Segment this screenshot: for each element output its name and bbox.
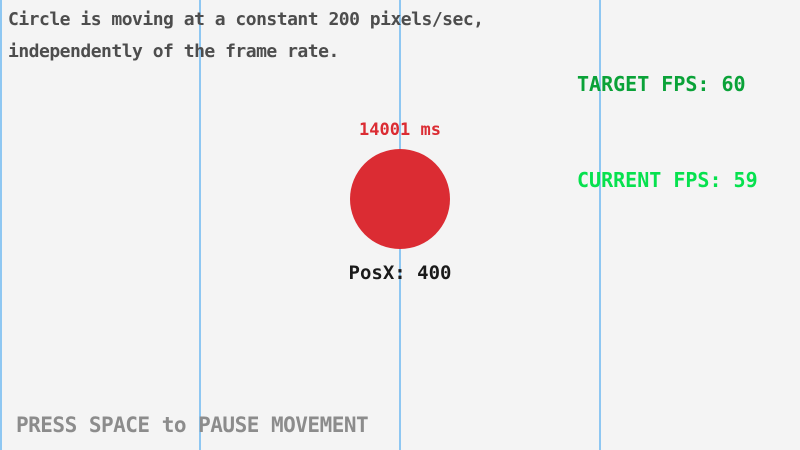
gridline-1	[0, 0, 2, 450]
target-fps-readout: TARGET FPS: 60	[577, 72, 746, 96]
moving-circle	[350, 149, 450, 249]
instructions-line-1: Circle is moving at a constant 200 pixel…	[8, 9, 484, 30]
instructions-line-2: independently of the frame rate.	[8, 41, 339, 62]
instructions-text: Circle is moving at a constant 200 pixel…	[8, 4, 484, 68]
fps-panel: TARGET FPS: 60 CURRENT FPS: 59	[577, 4, 758, 260]
gridline-4	[599, 0, 601, 450]
gridline-2	[199, 0, 201, 450]
elapsed-time-label: 14001 ms	[359, 120, 441, 140]
pause-hint-text: PRESS SPACE to PAUSE MOVEMENT	[16, 413, 369, 437]
circle-position-label: PosX: 400	[348, 262, 452, 284]
current-fps-readout: CURRENT FPS: 59	[577, 168, 758, 192]
